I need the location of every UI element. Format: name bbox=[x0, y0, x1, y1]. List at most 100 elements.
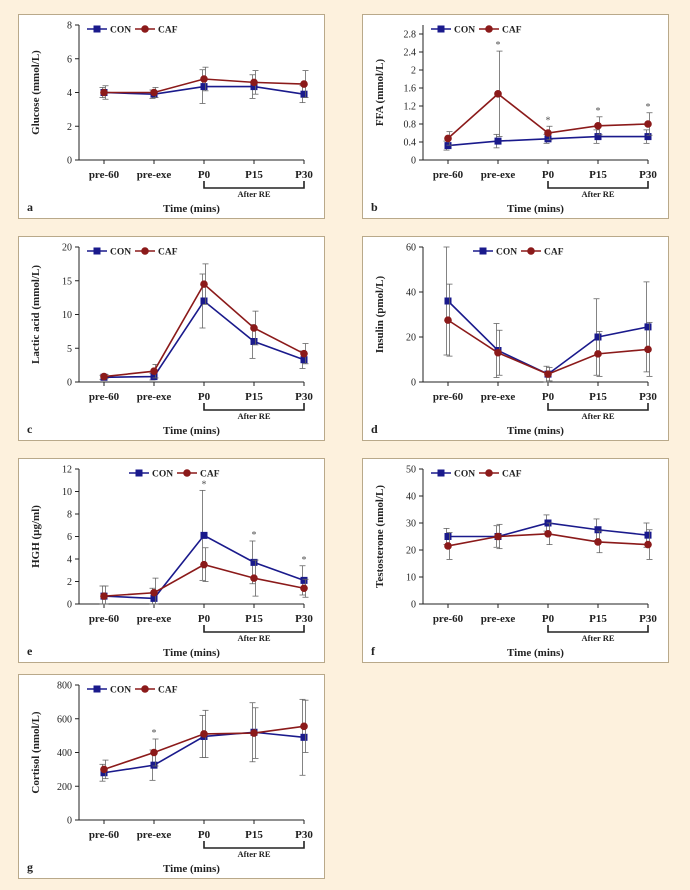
x-category-label: pre-exe bbox=[137, 613, 172, 625]
chart-svg-e: 0 2 4 6 8 10 12 pre-60 pre-exe P0 P15 P30 After RE Ti… bbox=[27, 465, 313, 660]
y-tick-label: 20 bbox=[406, 546, 416, 557]
data-point-con bbox=[250, 558, 258, 566]
y-axis-label: Insulin (pmol/L) bbox=[374, 276, 386, 354]
x-category-label: P15 bbox=[589, 169, 607, 181]
y-tick-label: 600 bbox=[57, 714, 72, 725]
y-tick-label: 2 bbox=[67, 577, 72, 588]
x-axis-label: Time (mins) bbox=[163, 203, 220, 215]
chart-svg-d: 0 20 40 60 pre-60 pre-exe P0 P15 P30 After RE Time… bbox=[371, 243, 657, 438]
x-axis-label: Time (mins) bbox=[163, 647, 220, 659]
legend-marker-con bbox=[93, 685, 101, 693]
series-line-con bbox=[447, 300, 649, 376]
data-point-caf bbox=[444, 316, 452, 324]
data-point-caf bbox=[544, 370, 552, 378]
after-re-label: After RE bbox=[237, 411, 270, 421]
y-tick-label: 8 bbox=[67, 21, 72, 32]
chart-svg-a: 0 2 4 6 8 pre-60 pre-exe P0 P15 P30 After RE Time (… bbox=[27, 21, 313, 216]
data-point-con bbox=[494, 137, 502, 145]
data-point-caf bbox=[250, 729, 258, 737]
y-axis-label: Glucose (mmol/L) bbox=[30, 50, 42, 135]
legend-label-con: CON bbox=[110, 26, 131, 36]
y-axis-label: FFA (mmol/L) bbox=[374, 59, 386, 127]
x-category-label: P30 bbox=[295, 829, 313, 841]
y-tick-label: 8 bbox=[67, 510, 72, 521]
legend-marker-caf bbox=[485, 25, 493, 33]
legend-label-con: CON bbox=[496, 248, 517, 258]
data-point-con bbox=[444, 297, 452, 305]
panel-letter: b bbox=[371, 200, 378, 214]
data-point-con bbox=[200, 297, 208, 305]
data-point-con bbox=[300, 90, 308, 98]
y-tick-label: 4 bbox=[67, 88, 72, 99]
y-tick-label: 0 bbox=[67, 600, 72, 611]
data-point-caf bbox=[300, 349, 308, 358]
chart-svg-f: 0 10 20 30 40 50 pre-60 pre-exe P0 P15 P30 After RE… bbox=[371, 465, 657, 660]
chart-panel-a: 0 2 4 6 8 pre-60 pre-exe P0 P15 P30 After RE Time (… bbox=[18, 14, 325, 219]
after-re-label: After RE bbox=[581, 189, 614, 199]
x-category-label: P30 bbox=[295, 613, 313, 625]
data-point-caf bbox=[494, 532, 502, 541]
x-category-label: P0 bbox=[542, 613, 555, 625]
x-category-label: pre-exe bbox=[137, 169, 172, 181]
data-point-con bbox=[150, 594, 158, 602]
data-point-con bbox=[594, 133, 602, 141]
panel-letter: d bbox=[371, 422, 378, 436]
x-category-label: pre-60 bbox=[89, 613, 120, 625]
data-point-caf bbox=[300, 722, 308, 731]
legend-label-con: CON bbox=[110, 686, 131, 696]
x-category-label: P30 bbox=[639, 391, 657, 403]
x-category-label: P0 bbox=[198, 829, 211, 841]
chart-panel-e: 0 2 4 6 8 10 12 pre-60 pre-exe P0 P15 P30 After RE Ti… bbox=[18, 458, 325, 663]
y-tick-label: 40 bbox=[406, 492, 416, 503]
y-tick-label: 0 bbox=[67, 156, 72, 167]
x-category-label: P0 bbox=[542, 169, 555, 181]
legend-marker-caf bbox=[527, 247, 535, 255]
legend-label-caf: CAF bbox=[158, 686, 178, 696]
y-tick-label: 0 bbox=[67, 378, 72, 389]
legend-marker-con bbox=[437, 469, 445, 477]
y-tick-label: 6 bbox=[67, 54, 72, 65]
after-re-bracket bbox=[547, 181, 649, 189]
y-tick-label: 15 bbox=[62, 276, 72, 287]
x-category-label: pre-exe bbox=[481, 391, 516, 403]
x-category-label: pre-60 bbox=[89, 169, 120, 181]
legend-marker-con bbox=[479, 247, 487, 255]
data-point-con bbox=[300, 576, 308, 584]
x-category-label: pre-60 bbox=[89, 829, 120, 841]
after-re-bracket bbox=[203, 181, 305, 189]
y-axis-label: Cortisol (nmol/L) bbox=[30, 711, 42, 794]
panel-letter: c bbox=[27, 422, 33, 436]
legend-label-con: CON bbox=[454, 470, 475, 480]
chart-panel-d: 0 20 40 60 pre-60 pre-exe P0 P15 P30 After RE Time… bbox=[362, 236, 669, 441]
y-tick-label: 40 bbox=[406, 288, 416, 299]
data-point-caf bbox=[100, 765, 108, 774]
legend-label-con: CON bbox=[152, 470, 173, 480]
data-point-con bbox=[300, 733, 308, 741]
y-tick-label: 400 bbox=[57, 748, 72, 759]
legend-marker-con bbox=[135, 469, 143, 477]
x-axis-label: Time (mins) bbox=[163, 863, 220, 875]
data-point-caf bbox=[644, 345, 652, 354]
y-tick-label: 2.4 bbox=[404, 48, 417, 59]
data-point-con bbox=[594, 333, 602, 341]
data-point-con bbox=[250, 83, 258, 91]
y-tick-label: 4 bbox=[67, 555, 72, 566]
data-point-caf bbox=[100, 372, 108, 381]
legend-marker-caf bbox=[183, 469, 191, 477]
x-category-label: pre-60 bbox=[89, 391, 120, 403]
data-point-caf bbox=[100, 592, 108, 600]
data-point-con bbox=[200, 531, 208, 539]
significance-star: * bbox=[596, 106, 601, 117]
y-tick-label: 50 bbox=[406, 465, 416, 476]
y-tick-label: 0 bbox=[411, 156, 416, 167]
data-point-con bbox=[444, 142, 452, 150]
x-category-label: P30 bbox=[639, 169, 657, 181]
legend-label-caf: CAF bbox=[544, 248, 564, 258]
y-tick-label: 10 bbox=[406, 573, 416, 584]
data-point-caf bbox=[250, 574, 258, 582]
legend-marker-con bbox=[437, 25, 445, 33]
y-tick-label: 2 bbox=[411, 66, 416, 77]
legend-label-con: CON bbox=[110, 248, 131, 258]
data-point-caf bbox=[494, 90, 502, 98]
after-re-label: After RE bbox=[237, 189, 270, 199]
